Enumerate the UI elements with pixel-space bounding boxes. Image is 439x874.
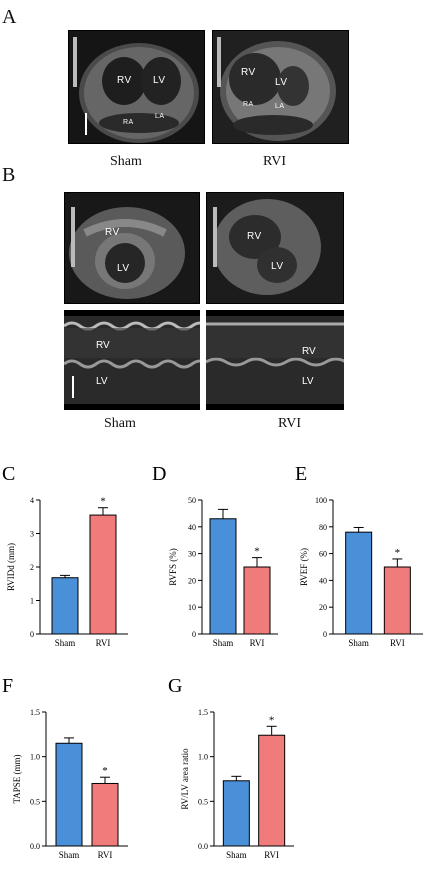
- caption-a-sham: Sham: [110, 154, 142, 169]
- label-lv: LV: [271, 261, 284, 272]
- chart-d: D 0 10 20 30 40 50 RVFS (%) Sham * RVI: [152, 463, 278, 648]
- y-tick-label: 0.0: [198, 842, 208, 851]
- significance-marker: *: [254, 546, 260, 558]
- label-lv: LV: [96, 376, 108, 387]
- y-tick-label: 20: [319, 603, 327, 612]
- y-tick-label: 0.5: [198, 797, 208, 806]
- y-tick-label: 40: [188, 523, 196, 532]
- ultrasound-b-sham: RV LV: [64, 192, 200, 304]
- label-rv: RV: [96, 340, 110, 351]
- y-tick-label: 1.0: [198, 753, 208, 762]
- caption-b-sham: Sham: [104, 416, 136, 431]
- panel-label-e: E: [295, 463, 307, 485]
- panel-label-c: C: [2, 463, 15, 485]
- echo-image-a-sham: [69, 31, 204, 143]
- label-rv: RV: [302, 346, 316, 357]
- y-tick-label: 2: [30, 563, 34, 572]
- panel-label-a: A: [2, 6, 17, 28]
- m-mode-trace-sham: [64, 310, 200, 410]
- m-mode-trace-rvi: [206, 310, 344, 410]
- y-tick-label: 1.0: [30, 753, 40, 762]
- bar-sham: [55, 742, 83, 847]
- label-lv: LV: [302, 376, 314, 387]
- bar-rvi: [89, 514, 117, 635]
- x-tick-label: Sham: [226, 850, 247, 860]
- chart-c: C 0 1 2 3 4 RVIDd (mm) Sham * RVI: [2, 463, 128, 648]
- bar-rvi: [258, 734, 286, 847]
- x-tick-label: RVI: [96, 638, 111, 648]
- x-tick-label: Sham: [59, 850, 80, 860]
- x-tick-label: Sham: [348, 638, 369, 648]
- echo-image-a-rvi: [213, 31, 348, 143]
- significance-marker: *: [395, 547, 401, 559]
- bar-rvi: [243, 566, 271, 635]
- bar-rvi: [91, 782, 119, 847]
- y-tick-label: 0: [30, 630, 34, 639]
- label-lv: LV: [153, 75, 166, 86]
- m-mode-b-sham: RV LV: [64, 310, 200, 410]
- bar-sham: [209, 518, 237, 635]
- significance-marker: *: [102, 765, 108, 777]
- ultrasound-a-sham: RV LV RA LA: [68, 30, 205, 144]
- echo-image-b-rvi: [207, 193, 343, 303]
- panel-label-g: G: [168, 678, 182, 697]
- ultrasound-b-rvi: RV LV: [206, 192, 344, 304]
- y-tick-label: 10: [188, 603, 196, 612]
- significance-marker: *: [269, 714, 275, 726]
- echo-image-b-sham: [65, 193, 199, 303]
- label-rv: RV: [117, 75, 132, 86]
- label-la: LA: [155, 113, 165, 120]
- y-axis-label: TAPSE (mm): [12, 754, 22, 803]
- label-lv: LV: [275, 77, 288, 88]
- x-tick-label: RVI: [250, 638, 265, 648]
- x-tick-label: RVI: [98, 850, 113, 860]
- y-axis-label: RVEF (%): [299, 548, 309, 586]
- y-tick-label: 3: [30, 530, 34, 539]
- y-tick-label: 0.5: [30, 797, 40, 806]
- y-tick-label: 0: [323, 630, 327, 639]
- chart-f: F 0.0 0.5 1.0 1.5 TAPSE (mm) Sham * RVI: [2, 678, 128, 860]
- bar-sham: [222, 780, 250, 847]
- caption-a-rvi: RVI: [263, 154, 286, 169]
- y-tick-label: 40: [319, 576, 327, 585]
- y-tick-label: 30: [188, 550, 196, 559]
- label-ra: RA: [243, 101, 254, 108]
- y-tick-label: 60: [319, 550, 327, 559]
- label-ra: RA: [123, 119, 134, 126]
- bar-sham: [345, 531, 373, 635]
- x-tick-label: RVI: [390, 638, 405, 648]
- y-axis-label: RVFS (%): [168, 548, 178, 586]
- panel-label-d: D: [152, 463, 166, 485]
- m-mode-b-rvi: RV LV: [206, 310, 344, 410]
- y-tick-label: 4: [30, 496, 34, 505]
- label-rv: RV: [247, 231, 262, 242]
- panel-label-f: F: [2, 678, 13, 697]
- label-la: LA: [275, 103, 285, 110]
- y-tick-label: 50: [188, 496, 196, 505]
- x-tick-label: RVI: [264, 850, 279, 860]
- y-tick-label: 1.5: [30, 708, 40, 717]
- label-rv: RV: [105, 227, 120, 238]
- panel-label-b: B: [2, 164, 16, 186]
- significance-marker: *: [100, 496, 106, 508]
- y-axis-label: RVIDd (mm): [6, 543, 16, 591]
- y-tick-label: 1.5: [198, 708, 208, 717]
- x-tick-label: Sham: [213, 638, 234, 648]
- x-tick-label: Sham: [55, 638, 76, 648]
- bar-rvi: [383, 566, 411, 635]
- label-rv: RV: [241, 67, 256, 78]
- bar-sham: [51, 577, 79, 635]
- y-tick-label: 0.0: [30, 842, 40, 851]
- y-tick-label: 1: [30, 597, 34, 606]
- y-tick-label: 0: [192, 630, 196, 639]
- y-tick-label: 100: [315, 496, 327, 505]
- y-axis-label: RV/LV area ratio: [180, 748, 190, 810]
- y-tick-label: 20: [188, 576, 196, 585]
- y-tick-label: 80: [319, 523, 327, 532]
- chart-e: E 0 20 40 60 80 100 RVEF (%) Sham * RVI: [295, 463, 423, 648]
- caption-b-rvi: RVI: [278, 416, 301, 431]
- label-lv: LV: [117, 263, 130, 274]
- ultrasound-a-rvi: RV LV RA LA: [212, 30, 349, 144]
- chart-g: G 0.0 0.5 1.0 1.5 RV/LV area ratio Sham * RVI: [168, 678, 294, 860]
